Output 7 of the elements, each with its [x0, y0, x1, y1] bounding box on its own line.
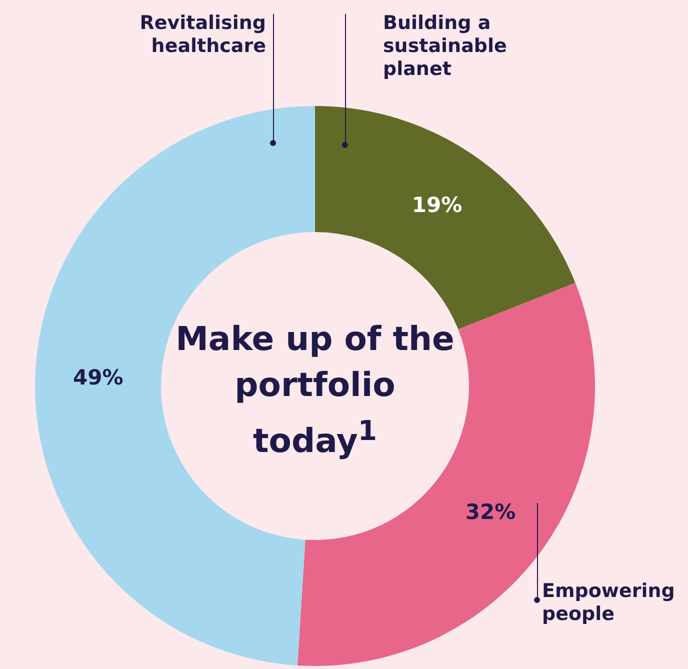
slice-label: Revitalising healthcare [138, 12, 266, 58]
data-label: 19% [412, 192, 462, 217]
text: Make up of the portfolio today$^{1}$ [175, 318, 455, 462]
data-label: 49% [72, 366, 124, 390]
data-label: 32% [465, 500, 516, 524]
slice-label: Building a sustainable planet [383, 12, 508, 81]
slice-label: Empowering people [542, 580, 676, 626]
